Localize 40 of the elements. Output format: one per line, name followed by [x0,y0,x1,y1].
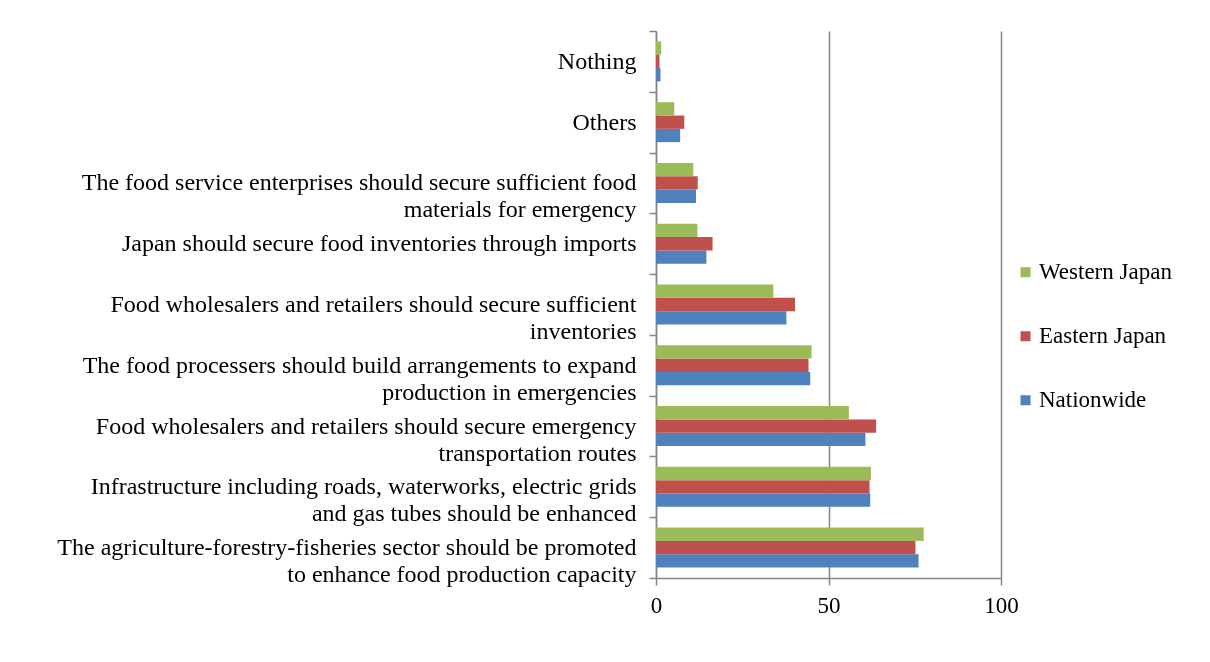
legend-label: Nationwide [1039,387,1147,413]
y-tick-label: The food service enterprises should secure sufficient food materials for emergency [81,169,637,223]
bar [656,115,685,129]
y-tick-label: The agriculture-forestry-fisheries sector should be promoted to enhance food production capacity [57,534,637,588]
x-tick-label: 100 [984,592,1019,618]
legend-label: Eastern Japan [1039,323,1167,349]
x-tick-label: 0 [650,592,663,618]
bar [656,419,877,433]
bar [656,540,916,555]
bar [656,128,681,143]
y-tick-label: Infrastructure including roads, waterworks, electric grids and gas tubes should be enhanced [90,473,637,527]
bar [656,297,796,312]
bar [656,250,707,264]
y-tick-label: Food wholesalers and retailers should secure sufficient inventories [110,291,637,344]
bar [656,189,697,203]
bar [656,345,812,359]
legend-label: Western Japan [1039,259,1173,285]
bar [656,554,919,568]
y-tick-label: Japan should secure food inventories through imports [121,230,637,257]
bar [656,493,871,507]
bar [656,237,713,251]
bar [656,311,787,325]
y-tick-label: Nothing [557,47,637,74]
bar [656,432,866,447]
x-tick-label: 50 [817,592,841,618]
bar [656,480,870,494]
bar [656,102,675,116]
y-tick-label: Others [572,108,637,135]
bar [656,371,811,386]
y-tick-label: Food wholesalers and retailers should secure emergency transportation routes [95,412,637,466]
bar [656,176,698,190]
bar [656,527,924,541]
bar [656,41,662,55]
y-tick-label: The food processers should build arrangements to expand production in emergencies [82,351,637,405]
bar [656,223,698,238]
bar [656,162,694,177]
bar [656,284,774,298]
bar [656,358,809,372]
bar [656,466,871,481]
bar [656,406,849,420]
